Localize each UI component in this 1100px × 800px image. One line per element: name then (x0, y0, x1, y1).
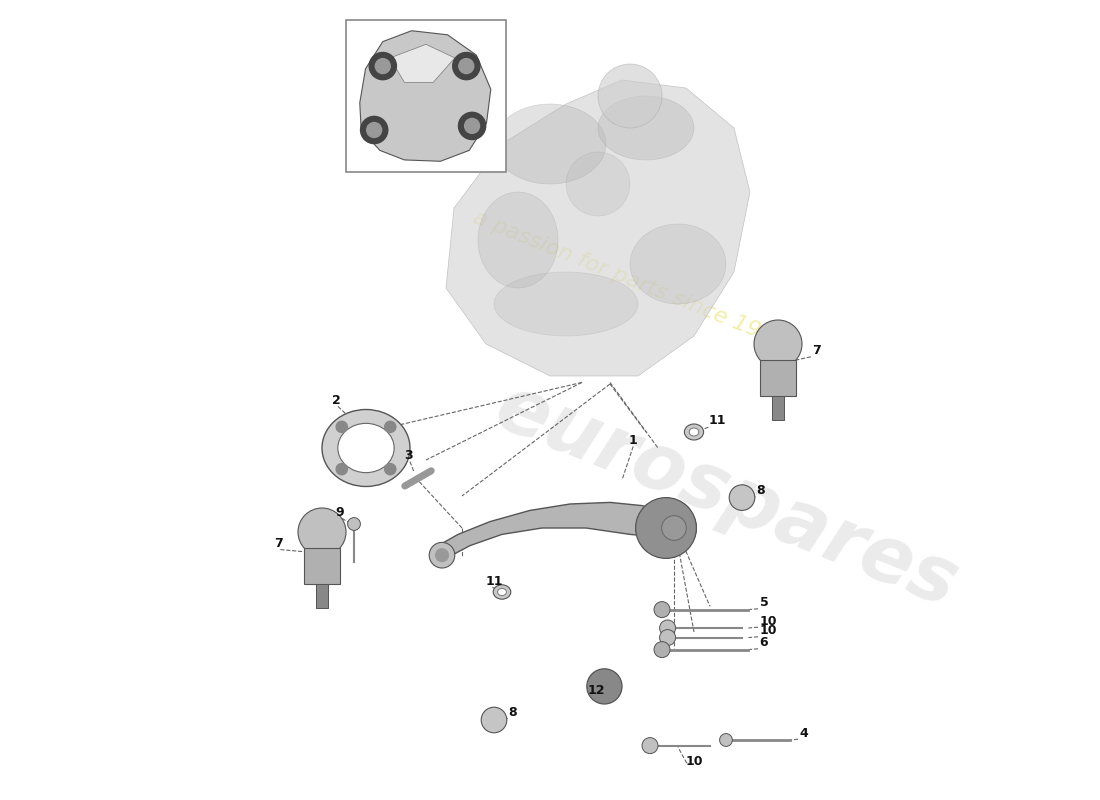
Circle shape (586, 669, 622, 704)
Circle shape (337, 463, 348, 474)
Circle shape (754, 320, 802, 368)
Circle shape (375, 58, 390, 74)
Polygon shape (446, 80, 750, 376)
Text: 2: 2 (332, 394, 341, 407)
Ellipse shape (598, 96, 694, 160)
Text: 8: 8 (508, 706, 517, 719)
Circle shape (729, 485, 755, 510)
Ellipse shape (478, 192, 558, 288)
Text: a passion for parts since 1985: a passion for parts since 1985 (471, 208, 790, 352)
Bar (772, 396, 783, 420)
Text: eurospares: eurospares (484, 369, 968, 623)
Circle shape (660, 620, 675, 636)
Circle shape (662, 516, 686, 540)
Circle shape (642, 738, 658, 754)
Text: 7: 7 (813, 344, 821, 357)
Text: 8: 8 (757, 484, 764, 498)
Circle shape (654, 642, 670, 658)
Bar (317, 584, 328, 608)
Circle shape (660, 630, 675, 646)
Text: 7: 7 (274, 538, 283, 550)
Text: 11: 11 (708, 414, 726, 427)
Text: 11: 11 (486, 574, 504, 588)
Ellipse shape (684, 424, 704, 440)
Circle shape (337, 422, 348, 433)
Circle shape (370, 53, 396, 80)
Circle shape (636, 498, 696, 558)
Circle shape (598, 64, 662, 128)
Circle shape (434, 548, 449, 562)
Polygon shape (360, 30, 491, 162)
Text: 1: 1 (628, 434, 637, 447)
Circle shape (298, 508, 346, 556)
Text: 10: 10 (760, 624, 777, 638)
Bar (305, 548, 340, 584)
Circle shape (385, 422, 396, 433)
Ellipse shape (690, 428, 698, 436)
Ellipse shape (566, 152, 630, 216)
Ellipse shape (493, 585, 510, 599)
Circle shape (348, 518, 361, 530)
Ellipse shape (322, 410, 410, 486)
Text: 5: 5 (760, 596, 768, 610)
Circle shape (459, 58, 474, 74)
Circle shape (464, 118, 480, 134)
Circle shape (719, 734, 733, 746)
Polygon shape (434, 502, 678, 560)
Text: 10: 10 (686, 754, 704, 768)
Ellipse shape (497, 589, 506, 595)
Ellipse shape (494, 272, 638, 336)
Circle shape (459, 112, 486, 139)
Bar (346, 20, 506, 172)
Circle shape (654, 602, 670, 618)
Circle shape (361, 116, 388, 144)
Circle shape (366, 122, 382, 138)
Text: 9: 9 (336, 506, 344, 519)
Bar (760, 360, 795, 396)
Ellipse shape (630, 224, 726, 304)
Circle shape (453, 53, 480, 80)
Ellipse shape (338, 423, 394, 473)
Polygon shape (390, 44, 454, 82)
Circle shape (385, 463, 396, 474)
Text: 3: 3 (405, 450, 412, 462)
Circle shape (651, 506, 696, 550)
Text: 10: 10 (760, 615, 777, 628)
Ellipse shape (494, 104, 606, 184)
Text: 4: 4 (800, 727, 808, 740)
Circle shape (481, 707, 507, 733)
Text: 6: 6 (760, 637, 768, 650)
Circle shape (429, 542, 454, 568)
Text: 12: 12 (587, 684, 605, 698)
